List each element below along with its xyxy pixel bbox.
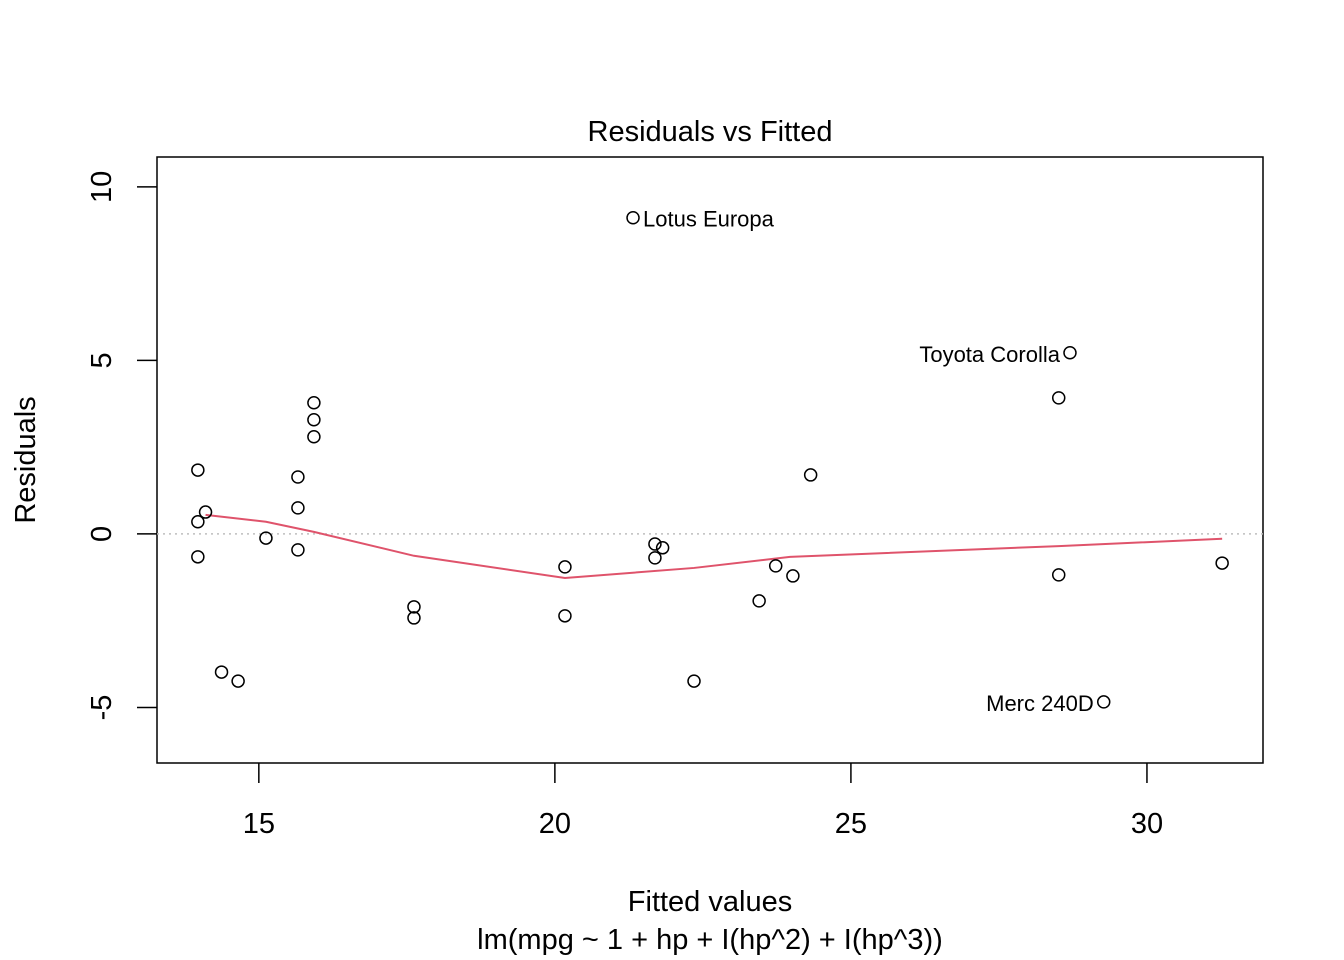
- point-label: Lotus Europa: [643, 207, 775, 232]
- x-axis-label: Fitted values: [628, 886, 792, 918]
- data-point: [768, 559, 783, 573]
- data-point: [687, 674, 701, 688]
- x-tick-label: 15: [243, 808, 275, 840]
- data-point: [407, 600, 421, 614]
- y-tick-label: -5: [86, 695, 118, 721]
- data-point: [291, 470, 305, 484]
- data-point: [191, 463, 205, 477]
- point-label: Toyota Corolla: [919, 342, 1060, 367]
- x-tick-label: 30: [1131, 808, 1163, 840]
- plot-box: [156, 156, 1264, 764]
- data-point: [648, 537, 662, 551]
- data-point: [307, 412, 321, 427]
- point-label: Merc 240D: [986, 691, 1094, 716]
- data-point: [558, 560, 572, 574]
- data-point: [648, 551, 662, 565]
- data-point: [786, 569, 800, 583]
- smooth-line: [205, 513, 1223, 580]
- data-point: [655, 541, 670, 555]
- data-point: [752, 594, 766, 608]
- y-axis-label: Residuals: [10, 396, 42, 523]
- data-point: [1096, 695, 1111, 709]
- data-point: [626, 210, 640, 225]
- data-point: [1051, 568, 1066, 582]
- data-point: [558, 609, 572, 623]
- data-point: [291, 501, 305, 515]
- chart-subtitle: lm(mpg ~ 1 + hp + I(hp^2) + I(hp^3)): [477, 924, 943, 956]
- data-point: [231, 674, 245, 688]
- y-tick-label: 5: [86, 352, 118, 368]
- y-tick-label: 0: [86, 526, 118, 542]
- data-point: [191, 550, 205, 564]
- chart-title: Residuals vs Fitted: [588, 116, 833, 148]
- data-point: [259, 531, 273, 545]
- data-point: [307, 429, 321, 444]
- data-point: [1051, 391, 1066, 405]
- data-point: [191, 515, 205, 529]
- x-tick-label: 20: [539, 808, 571, 840]
- y-tick-label: 10: [86, 171, 118, 203]
- data-point: [1215, 556, 1229, 570]
- data-point: [198, 505, 213, 519]
- data-point: [307, 395, 321, 410]
- data-point: [407, 611, 421, 625]
- data-point: [214, 665, 229, 679]
- data-point: [1063, 346, 1077, 360]
- x-tick-label: 25: [835, 808, 867, 840]
- data-point: [291, 543, 305, 557]
- data-point: [803, 468, 818, 482]
